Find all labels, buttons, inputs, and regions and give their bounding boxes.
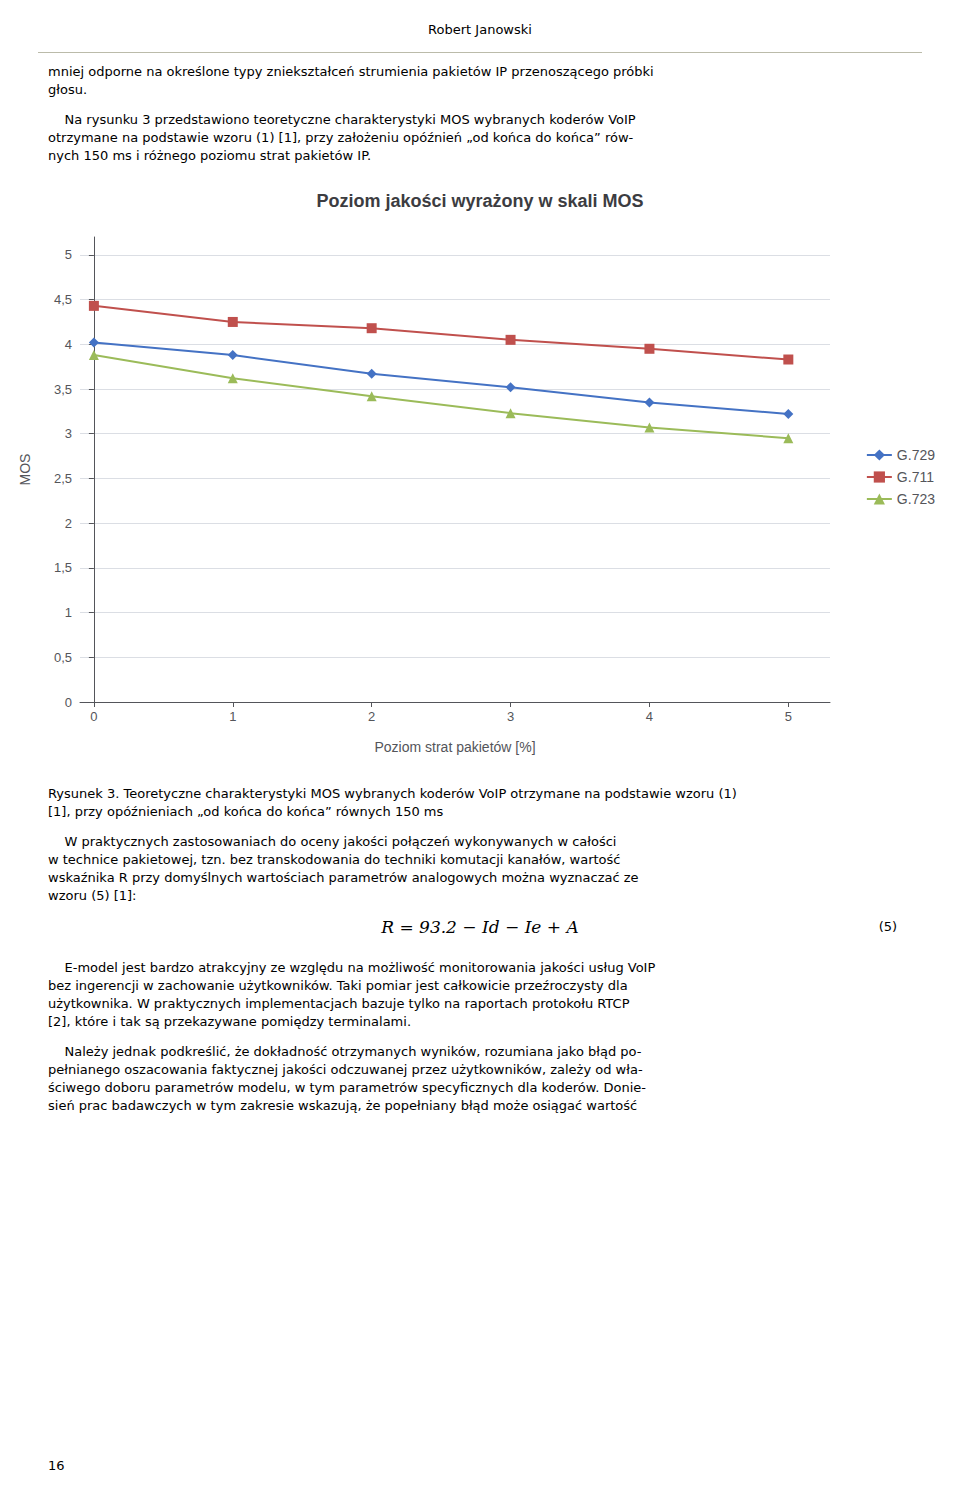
- svg-text:1: 1: [65, 605, 72, 620]
- svg-text:2,5: 2,5: [54, 471, 72, 486]
- html-text:Na rysunku 3 przedstawiono teo: Na rysunku 3 przedstawiono teoretyczne c…: [48, 112, 636, 127]
- svg-text:4: 4: [65, 337, 72, 352]
- html-text:otrzymane na podstawie wzoru (: otrzymane na podstawie wzoru (1) [1], pr…: [48, 130, 634, 145]
- svg-text:G.729: G.729: [897, 447, 935, 463]
- html-text:[1], przy opóźnieniach „od koń: [1], przy opóźnieniach „od końca do końc…: [48, 804, 444, 819]
- html-text:W praktycznych zastosowaniach: W praktycznych zastosowaniach do oceny j…: [48, 834, 617, 849]
- html-text:[2], które i tak są przekazywa: [2], które i tak są przekazywane pomiędz…: [48, 1014, 411, 1029]
- html-text:użytkownika. W praktycznych im: użytkownika. W praktycznych implementacj…: [48, 996, 630, 1011]
- html-text:bez ingerencji w zachowanie uż: bez ingerencji w zachowanie użytkowników…: [48, 978, 628, 993]
- html-text:pełnianego oszacowania faktycz: pełnianego oszacowania faktycznej jakośc…: [48, 1062, 643, 1077]
- svg-text:Poziom jakości wyrażony w skal: Poziom jakości wyrażony w skali MOS: [316, 191, 643, 211]
- html-text:ściwego doboru parametrów mode: ściwego doboru parametrów modelu, w tym …: [48, 1080, 646, 1095]
- html-text:sień prac badawczych w tym zak: sień prac badawczych w tym zakresie wska…: [48, 1098, 638, 1113]
- svg-text:4: 4: [646, 709, 653, 724]
- html-text:wskaźnika R przy domyślnych wa: wskaźnika R przy domyślnych wartościach …: [48, 870, 639, 885]
- svg-text:0,5: 0,5: [54, 650, 72, 665]
- svg-text:3: 3: [507, 709, 514, 724]
- html-text:Robert Janowski: Robert Janowski: [428, 22, 532, 37]
- svg-text:Poziom strat pakietów [%]: Poziom strat pakietów [%]: [374, 739, 535, 755]
- html-text:(5): (5): [878, 919, 898, 934]
- html-text:Rysunek 3. Teoretyczne charakt: Rysunek 3. Teoretyczne charakterystyki M…: [48, 786, 737, 801]
- html-text:mniej odporne na określone typ: mniej odporne na określone typy zniekszt…: [48, 64, 654, 79]
- html-text:wzoru (5) [1]:: wzoru (5) [1]:: [48, 888, 137, 903]
- svg-text:0: 0: [90, 709, 97, 724]
- html-text:E-model jest bardzo atrakcyjny: E-model jest bardzo atrakcyjny ze względ…: [48, 960, 656, 975]
- svg-text:1,5: 1,5: [54, 560, 72, 575]
- svg-text:2: 2: [65, 516, 72, 531]
- svg-text:G.711: G.711: [897, 469, 934, 485]
- html-text:Należy jednak podkreślić, że d: Należy jednak podkreślić, że dokładność …: [48, 1044, 642, 1059]
- html-text:nych 150 ms i różnego poziomu: nych 150 ms i różnego poziomu strat paki…: [48, 148, 372, 163]
- svg-text:5: 5: [65, 247, 72, 262]
- html-text:R = 93.2 − Id − Ie + A: R = 93.2 − Id − Ie + A: [381, 917, 579, 937]
- svg-text:MOS: MOS: [17, 454, 33, 486]
- svg-text:G.723: G.723: [897, 491, 935, 507]
- html-text:w technice pakietowej, tzn. be: w technice pakietowej, tzn. bez transkod…: [48, 852, 621, 867]
- svg-text:4,5: 4,5: [54, 292, 72, 307]
- svg-text:1: 1: [229, 709, 236, 724]
- svg-text:2: 2: [368, 709, 375, 724]
- html-text:głosu.: głosu.: [48, 82, 87, 97]
- svg-text:5: 5: [785, 709, 792, 724]
- svg-text:0: 0: [65, 695, 72, 710]
- svg-text:3,5: 3,5: [54, 382, 72, 397]
- html-text:16: 16: [48, 1458, 65, 1473]
- svg-text:3: 3: [65, 426, 72, 441]
